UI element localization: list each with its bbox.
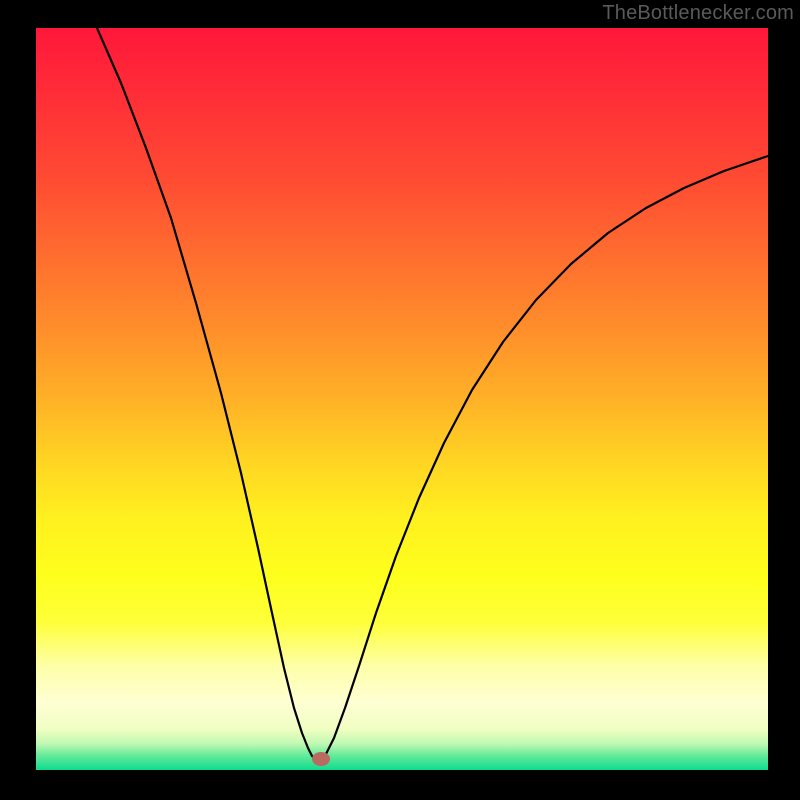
chart-frame: TheBottlenecker.com — [0, 0, 800, 800]
plot-area — [36, 28, 768, 770]
bottleneck-curve — [36, 28, 768, 770]
watermark-text: TheBottlenecker.com — [602, 2, 794, 25]
optimal-point-marker — [312, 752, 330, 766]
